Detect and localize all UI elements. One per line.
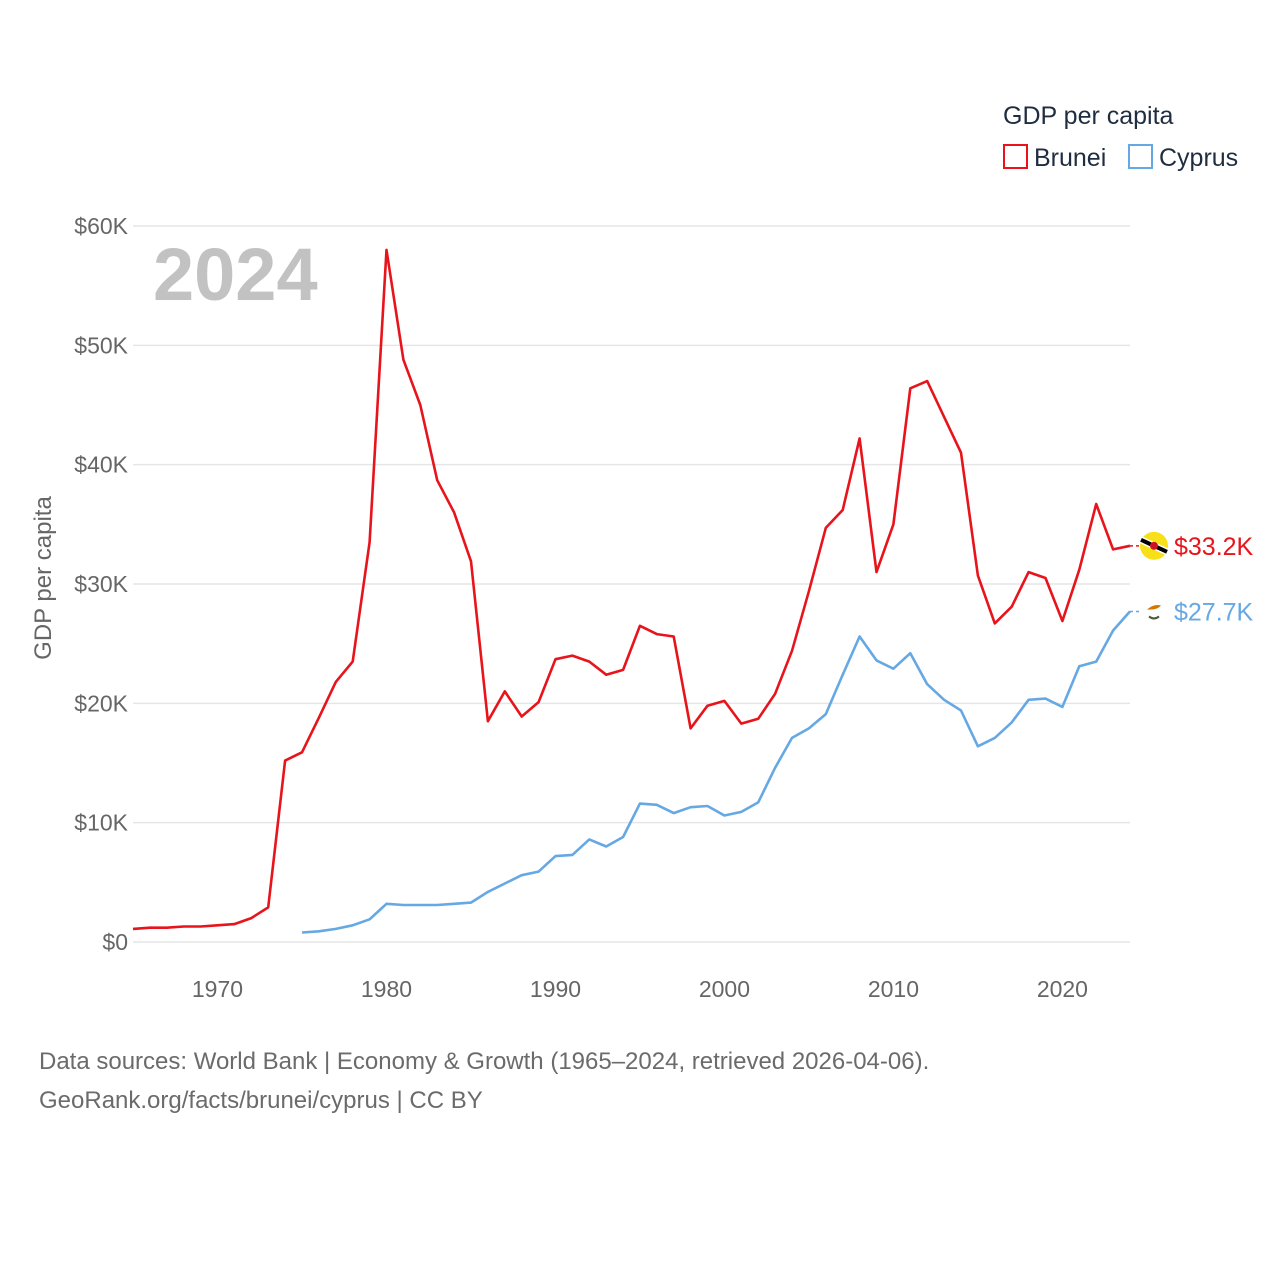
brunei-flag-icon [1139, 531, 1169, 560]
flag-crest [1150, 541, 1158, 550]
y-tick-label: $60K [74, 213, 128, 239]
y-tick-label: $10K [74, 810, 128, 836]
legend-title: GDP per capita [1003, 102, 1174, 130]
legend-label: Cyprus [1159, 144, 1238, 172]
x-tick-label: 2020 [1037, 976, 1088, 1002]
series-line-brunei [132, 248, 1131, 931]
gdp-line-chart: $0 $10K $20K $30K $40K $50K $60K 1970 1980 1990 2… [30, 102, 1254, 1002]
y-tick-label: $20K [74, 690, 128, 716]
gridlines [133, 225, 1130, 943]
y-tick-label: $30K [74, 571, 128, 597]
legend-label: Brunei [1034, 144, 1106, 172]
end-label-brunei: $33.2K [1174, 533, 1254, 561]
source-note: Data sources: World Bank | Economy & Gro… [39, 1042, 929, 1120]
y-axis: $0 $10K $20K $30K $40K $50K $60K [74, 213, 128, 955]
flag-island [1147, 604, 1161, 610]
end-label-cyprus: $27.7K [1174, 598, 1254, 626]
legend-swatch [1128, 144, 1153, 169]
x-tick-label: 2010 [868, 976, 919, 1002]
y-tick-label: $50K [74, 332, 128, 358]
x-tick-label: 1970 [192, 976, 243, 1002]
series-line-cyprus [301, 610, 1131, 934]
legend-item-cyprus: Cyprus [1128, 144, 1238, 172]
legend: GDP per capita Brunei Cyprus [1003, 102, 1238, 172]
y-tick-label: $0 [102, 929, 128, 955]
x-axis: 1970 1980 1990 2000 2010 2020 [192, 976, 1088, 1002]
legend-item-brunei: Brunei [1003, 144, 1106, 172]
x-tick-label: 1990 [530, 976, 581, 1002]
source-line-1: Data sources: World Bank | Economy & Gro… [39, 1048, 930, 1075]
legend-swatch [1003, 144, 1028, 169]
cyprus-flag-icon [1145, 604, 1161, 621]
year-watermark: 2024 [153, 233, 318, 316]
flag-olive-branches [1148, 615, 1160, 620]
y-tick-label: $40K [74, 452, 128, 478]
y-axis-label: GDP per capita [30, 496, 57, 660]
end-labels: $33.2K $27.7K [1130, 531, 1254, 626]
x-tick-label: 1980 [361, 976, 412, 1002]
series-lines [132, 248, 1131, 934]
source-line-2: GeoRank.org/facts/brunei/cyprus | CC BY [39, 1087, 483, 1114]
x-tick-label: 2000 [699, 976, 750, 1002]
